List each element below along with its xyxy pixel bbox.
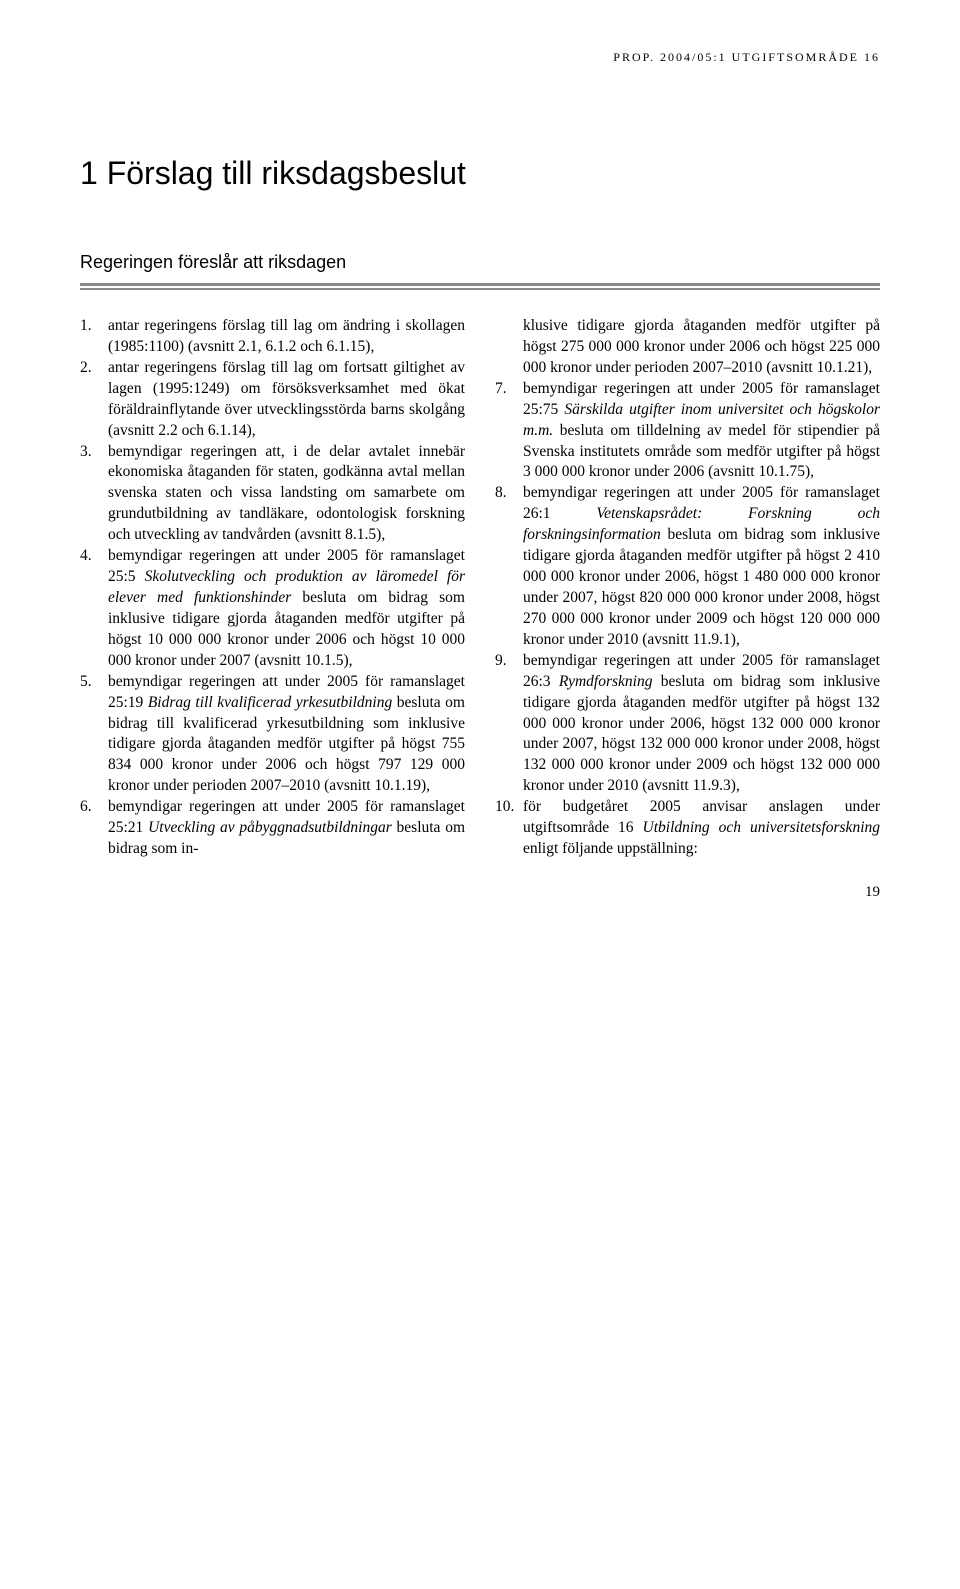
text-italic: Bidrag till kvalificerad yrkesutbildning [148, 694, 392, 711]
text-italic: Rymdforskning [559, 673, 653, 690]
text-italic: Utbildning och universitetsforskning [643, 819, 880, 836]
list-item: 3. bemyndigar regeringen att, i de delar… [80, 442, 465, 547]
right-column: klusive tidigare gjorda åtaganden medför… [495, 316, 880, 860]
item-number: 4. [80, 546, 108, 672]
item-number: 8. [495, 483, 523, 650]
section-title: 1 Förslag till riksdagsbeslut [80, 155, 880, 192]
item-number: 10. [495, 797, 523, 860]
item-number: 7. [495, 379, 523, 484]
divider-rules [80, 283, 880, 290]
list-item: 9. bemyndigar regeringen att under 2005 … [495, 651, 880, 797]
item-body: bemyndigar regeringen att, i de delar av… [108, 442, 465, 547]
text-post: enligt följande uppställning: [523, 840, 698, 857]
list-item: 8. bemyndigar regeringen att under 2005 … [495, 483, 880, 650]
item-body: bemyndigar regeringen att under 2005 för… [523, 379, 880, 484]
item-body: bemyndigar regeringen att under 2005 för… [108, 546, 465, 672]
item-number: 5. [80, 672, 108, 798]
text-columns: 1. antar regeringens förslag till lag om… [80, 316, 880, 860]
item-body: bemyndigar regeringen att under 2005 för… [523, 651, 880, 797]
text-post: besluta om bidrag som inklusive tidigare… [523, 673, 880, 795]
continuation-text: klusive tidigare gjorda åtaganden medför… [495, 316, 880, 379]
rule-thin [80, 288, 880, 290]
list-item: 1. antar regeringens förslag till lag om… [80, 316, 465, 358]
item-body: antar regeringens förslag till lag om än… [108, 316, 465, 358]
item-body: antar regeringens förslag till lag om fo… [108, 358, 465, 442]
rule-thick [80, 283, 880, 286]
list-item: 2. antar regeringens förslag till lag om… [80, 358, 465, 442]
list-item: 10. för budgetåret 2005 anvisar anslagen… [495, 797, 880, 860]
text-post: besluta om tilldelning av medel för stip… [523, 422, 880, 481]
subtitle: Regeringen föreslår att riksdagen [80, 252, 880, 273]
item-number: 2. [80, 358, 108, 442]
text-italic: Utveckling av påbyggnadsutbildningar [148, 819, 392, 836]
page-number: 19 [80, 884, 880, 901]
item-number: 3. [80, 442, 108, 547]
item-number: 1. [80, 316, 108, 358]
list-item: 5. bemyndigar regeringen att under 2005 … [80, 672, 465, 798]
item-body: bemyndigar regeringen att under 2005 för… [523, 483, 880, 650]
left-column: 1. antar regeringens förslag till lag om… [80, 316, 465, 860]
list-item: 6. bemyndigar regeringen att under 2005 … [80, 797, 465, 860]
list-item: 7. bemyndigar regeringen att under 2005 … [495, 379, 880, 484]
text-post: besluta om bidrag som inklusive tidigare… [523, 526, 880, 648]
item-body: för budgetåret 2005 anvisar anslagen und… [523, 797, 880, 860]
item-body: bemyndigar regeringen att under 2005 för… [108, 797, 465, 860]
item-number: 6. [80, 797, 108, 860]
item-body: bemyndigar regeringen att under 2005 för… [108, 672, 465, 798]
list-item: 4. bemyndigar regeringen att under 2005 … [80, 546, 465, 672]
item-number: 9. [495, 651, 523, 797]
document-header: PROP. 2004/05:1 UTGIFTSOMRÅDE 16 [80, 50, 880, 65]
page: PROP. 2004/05:1 UTGIFTSOMRÅDE 16 1 Försl… [0, 0, 960, 941]
